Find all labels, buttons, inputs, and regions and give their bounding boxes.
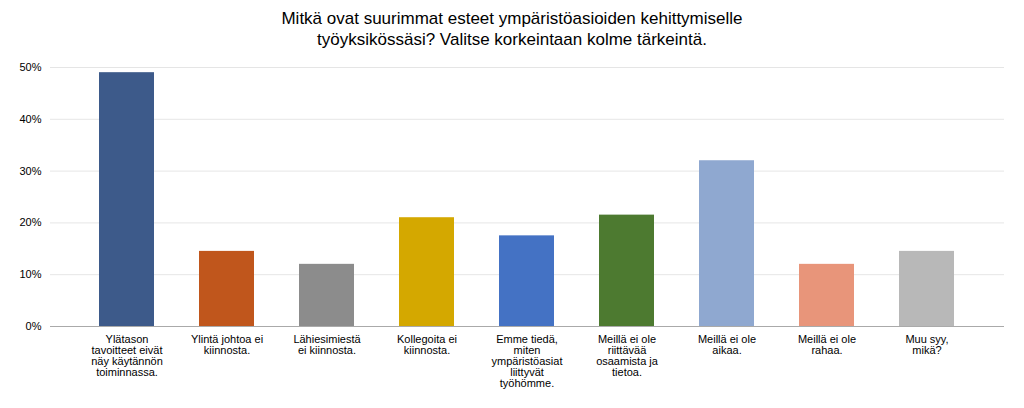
svg-text:Meillä ei oleriittävääosaamist: Meillä ei oleriittävääosaamista jatietoa… [596,333,659,378]
svg-text:10%: 10% [19,268,41,280]
html-text:Mitkä ovat suurimmat esteet ym: Mitkä ovat suurimmat esteet ympäristöasi… [281,9,743,50]
svg-text:30%: 30% [19,164,41,176]
svg-text:Lähiesimiestäei kiinnosta.: Lähiesimiestäei kiinnosta. [293,333,361,356]
svg-text:20%: 20% [19,216,41,228]
svg-text:50%: 50% [19,61,41,73]
svg-text:Ylätasontavoitteet eivätnäy kä: Ylätasontavoitteet eivätnäy käytännöntoi… [91,333,163,378]
svg-text:Ylintä johtoa eikiinnosta.: Ylintä johtoa eikiinnosta. [191,333,263,356]
svg-text:40%: 40% [19,112,41,124]
svg-text:Kollegoita eikiinnosta.: Kollegoita eikiinnosta. [397,333,457,356]
svg-text:Muu syy,mikä?: Muu syy,mikä? [905,333,948,356]
svg-text:Emme tiedä,mitenympäristöasiat: Emme tiedä,mitenympäristöasiatliittyvätt… [492,333,563,389]
svg-text:0%: 0% [26,320,42,332]
svg-text:Meillä ei oleaikaa.: Meillä ei oleaikaa. [698,333,756,356]
svg-text:Meillä ei olerahaa.: Meillä ei olerahaa. [798,333,856,356]
